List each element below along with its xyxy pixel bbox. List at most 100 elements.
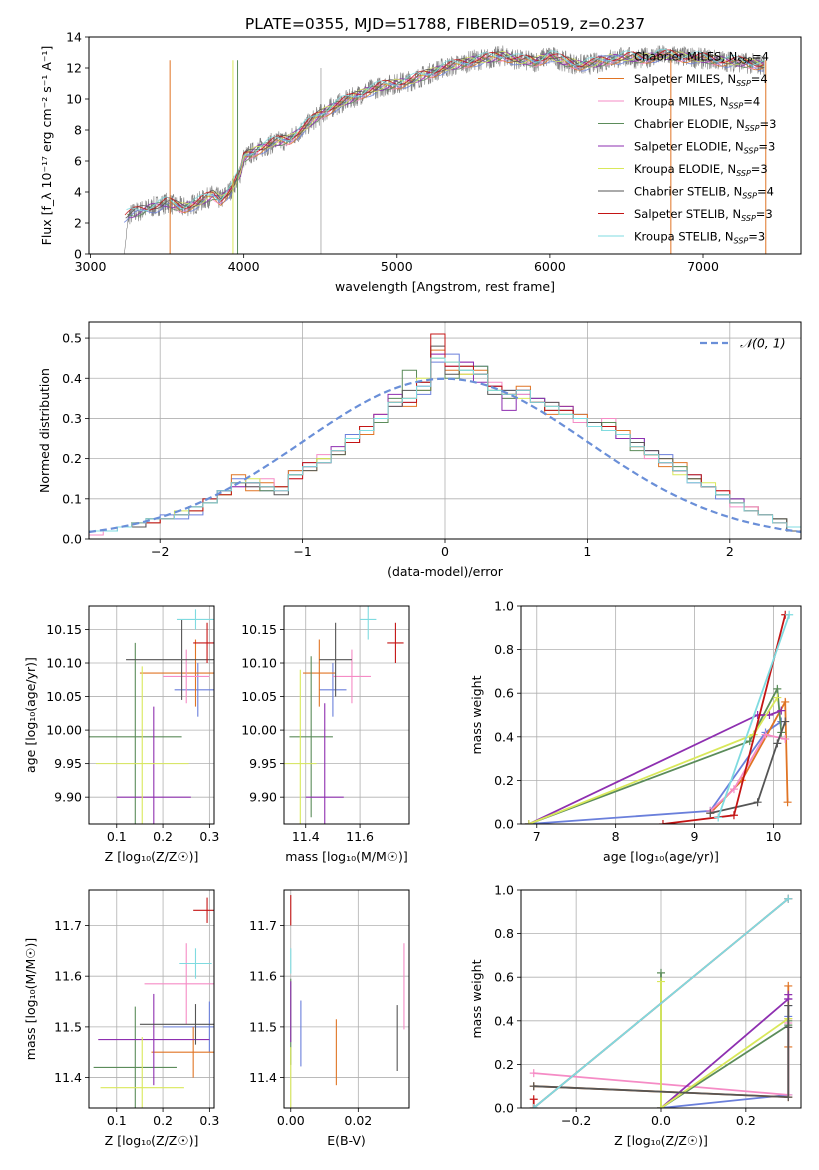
x-tick-label: 0 [441, 544, 449, 559]
weight-marker-6 [753, 798, 762, 807]
weight-line-8 [717, 614, 791, 818]
axes-frame [520, 889, 802, 1109]
x-tick-label: 0.2 [736, 1113, 756, 1128]
y-tick-label: 1.0 [494, 883, 514, 898]
weight-marker-5 [524, 820, 533, 824]
y-tick-label: 10.05 [46, 689, 82, 704]
legend-label-1: Salpeter MILES, NSSP=4 [634, 72, 768, 88]
y-tick-label: 10.15 [46, 622, 82, 637]
weight-marker-3 [657, 968, 665, 977]
x-axis-label: E(B-V) [327, 1133, 366, 1148]
errorbar-point-0 [163, 1001, 214, 1053]
axes-frame [283, 889, 410, 1109]
x-tick-label: 2 [726, 544, 734, 559]
errorbar-point-2 [332, 649, 371, 704]
y-tick-label: 10.10 [46, 656, 82, 671]
errorbar-point-6 [139, 1004, 214, 1045]
model-curve-0 [123, 53, 764, 223]
x-tick-label: −1 [293, 544, 311, 559]
legend-label-7: Salpeter STELIB, NSSP=3 [634, 207, 773, 223]
y-tick-label: 0.8 [494, 642, 514, 657]
y-tick-label: 11.6 [54, 969, 82, 984]
plot-area [123, 45, 767, 254]
weight-marker-1 [781, 697, 790, 706]
weight-line-0 [528, 720, 782, 824]
errorbar-point-3 [289, 656, 333, 818]
errorbar-point-1 [303, 639, 336, 707]
weight-marker-7 [658, 820, 667, 824]
legend-label-3: Chabrier ELODIE, NSSP=3 [634, 117, 776, 133]
normal-curve [89, 377, 801, 534]
weight-marker-2 [761, 730, 770, 739]
errorbar-point-0 [174, 663, 214, 717]
y-tick-label: 6 [74, 154, 82, 169]
x-tick-label: 0.0 [651, 1113, 671, 1128]
plot-area [89, 609, 214, 824]
weight-line-3 [528, 685, 783, 824]
x-tick-label: 0.02 [344, 1113, 372, 1128]
y-tick-label: 10.10 [241, 656, 277, 671]
x-tick-label: 7 [533, 829, 541, 844]
panel-mass-weight-vs-age: 7 8 9 10 0.0 0.2 0.4 0.6 0.8 1.0 age [log₁₀(age/yr… [469, 599, 802, 864]
weight-marker-1 [783, 798, 792, 807]
weight-line-8 [533, 898, 789, 1108]
x-tick-label: 7000 [687, 259, 719, 274]
y-tick-label: 14 [66, 30, 82, 45]
weight-marker-6 [529, 1082, 538, 1091]
weight-marker-6 [773, 739, 782, 748]
panel-mass-vs-ebv: 0.00 0.02 11.4 11.5 11.6 11.7 E(B-V) [249, 889, 410, 1148]
y-tick-label: 9.90 [54, 790, 82, 805]
x-tick-label: 10 [765, 829, 781, 844]
weight-line-3 [660, 972, 790, 1108]
y-tick-label: 0.5 [62, 331, 82, 346]
x-tick-label: 0.3 [199, 1113, 219, 1128]
y-tick-label: 1.0 [494, 599, 514, 614]
weight-marker-8 [714, 813, 723, 822]
x-tick-label: 0.00 [277, 1113, 305, 1128]
legend-label-5: Kroupa ELODIE, NSSP=3 [634, 162, 768, 178]
panel-mass-weight-vs-Z: −0.2 0.0 0.2 0.0 0.2 0.4 0.6 0.8 1.0 Z [log₁₀(Z/Z… [469, 883, 802, 1148]
model-curve-7 [124, 49, 764, 216]
plot-area [89, 333, 801, 539]
y-tick-label: 11.5 [54, 1019, 82, 1034]
y-tick-label: 0.0 [62, 532, 82, 547]
axes-frame [88, 321, 802, 540]
y-tick-label: 2 [74, 216, 82, 231]
y-tick-label: 11.5 [249, 1019, 277, 1034]
panel-spectrum: 3000 4000 5000 6000 7000 0 2 4 6 8 10 12 14 wavelengt… [39, 30, 802, 294]
y-tick-label: 9.95 [249, 756, 277, 771]
y-tick-label: 9.90 [249, 790, 277, 805]
y-axis-label: age [log₁₀(age/yr)] [23, 657, 38, 773]
plot-area [290, 895, 405, 1108]
x-tick-label: 1 [583, 544, 591, 559]
y-axis-label: Flux [f_λ 10⁻¹⁷ erg cm⁻² s⁻¹ A⁻¹] [39, 46, 54, 246]
y-tick-label: 0.1 [62, 491, 82, 506]
y-axis-label: mass weight [469, 675, 484, 754]
y-tick-label: 10.05 [241, 689, 277, 704]
plot-area [529, 894, 793, 1108]
errorbar-point-7 [193, 897, 214, 923]
weight-marker-2 [729, 785, 738, 794]
x-tick-label: 3000 [75, 259, 107, 274]
x-tick-label: 11.4 [292, 829, 320, 844]
legend-label-2: Kroupa MILES, NSSP=4 [634, 95, 760, 111]
weight-marker-5 [773, 693, 782, 702]
panel-age-vs-Z: 0.1 0.2 0.3 9.90 9.95 10.00 10.05 10.10 10.15 Z [… [23, 605, 219, 864]
plot-area [524, 610, 794, 824]
axes-frame [520, 605, 802, 825]
errorbar-point-1 [139, 639, 214, 707]
x-tick-label: 0.1 [107, 1113, 127, 1128]
x-axis-label: Z [log₁₀(Z/Z☉)] [614, 1133, 708, 1148]
y-tick-label: 0.0 [494, 1101, 514, 1116]
y-tick-label: 0 [74, 247, 82, 262]
x-tick-label: 6000 [534, 259, 566, 274]
weight-marker-1 [784, 981, 793, 990]
x-tick-label: 11.6 [346, 829, 374, 844]
model-curve-6 [125, 50, 765, 219]
plot-area [284, 606, 404, 824]
errorbar-point-7 [193, 622, 214, 664]
x-tick-label: 8 [612, 829, 620, 844]
weight-marker-5 [657, 1104, 665, 1108]
legend-normal-label: 𝒩(0, 1) [740, 336, 786, 351]
